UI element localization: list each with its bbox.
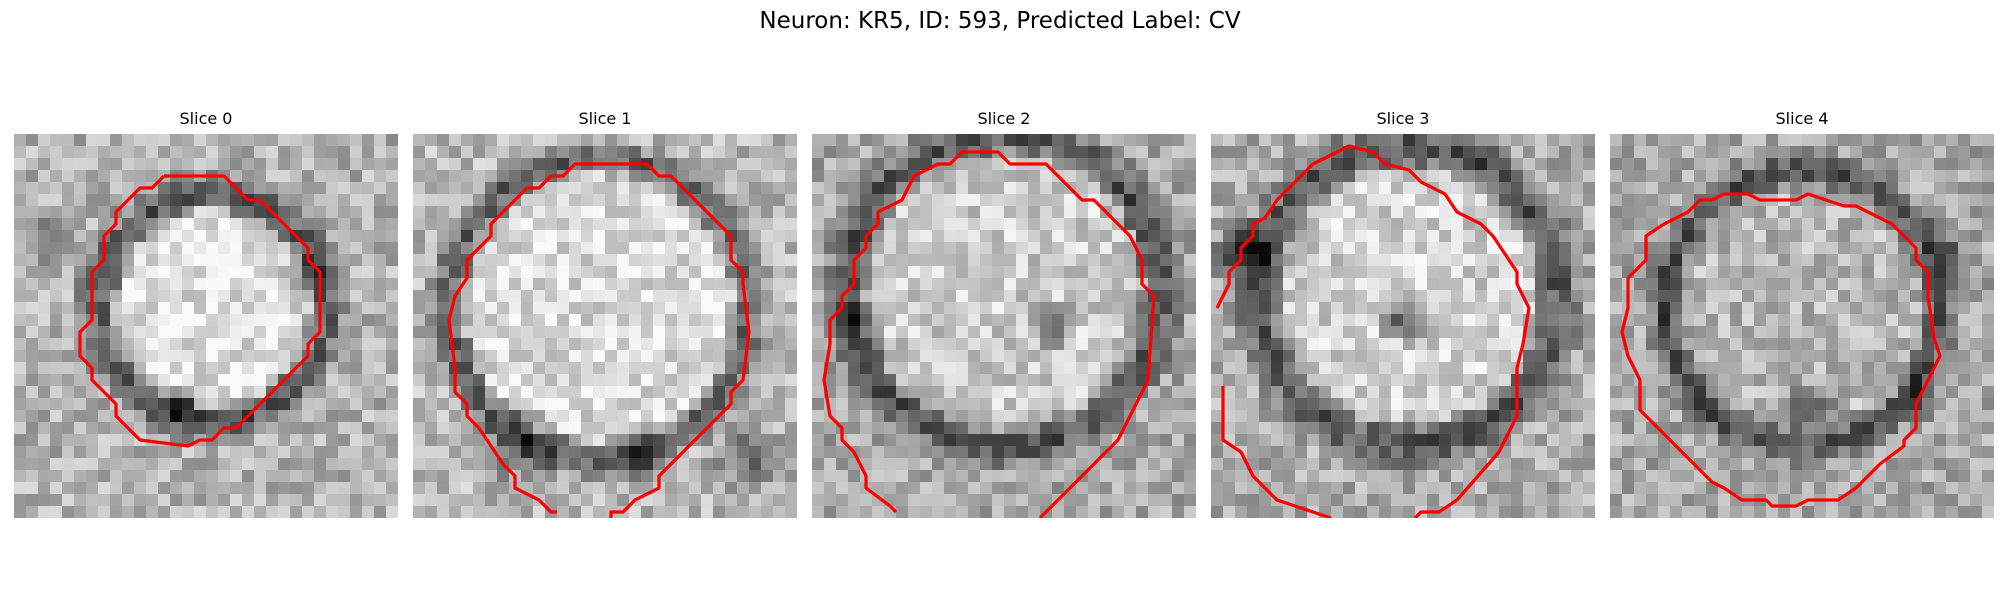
slice-3-contour-lower (1221, 386, 1332, 518)
panel-title-slice-0: Slice 0 (179, 109, 233, 128)
slice-0-contour (78, 174, 322, 448)
slice-3-pixels (1211, 134, 1595, 518)
panel-title-slice-4: Slice 4 (1775, 109, 1829, 128)
panel-title-slice-2: Slice 2 (977, 109, 1031, 128)
figure-title: Neuron: KR5, ID: 593, Predicted Label: C… (759, 8, 1241, 34)
slice-1-image (413, 134, 797, 518)
slice-4-pixels (1610, 134, 1994, 518)
slice-2-contour (822, 150, 1156, 518)
panel-title-slice-3: Slice 3 (1376, 109, 1430, 128)
slice-2-image (812, 134, 1196, 518)
panel-title-slice-1: Slice 1 (578, 109, 632, 128)
slice-0-pixels (14, 134, 398, 518)
slice-4-contour (1620, 192, 1942, 508)
slice-0-image (14, 134, 398, 518)
slice-1-contour (447, 162, 751, 518)
slice-4-image (1610, 134, 1994, 518)
slice-2-pixels (812, 134, 1196, 518)
slice-3-image (1211, 134, 1595, 518)
slice-1-pixels (413, 134, 797, 518)
slice-3-contour (1215, 144, 1531, 518)
